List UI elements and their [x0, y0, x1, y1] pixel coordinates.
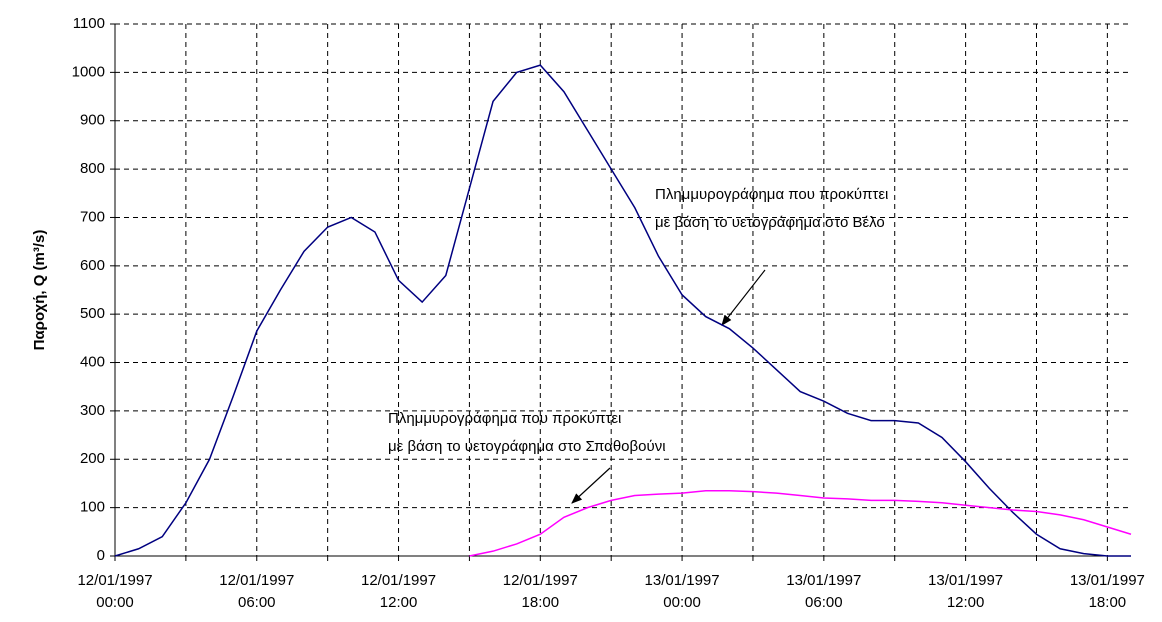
arrow — [571, 467, 611, 504]
y-tick-label: 600 — [80, 257, 105, 274]
y-tick-label: 900 — [80, 112, 105, 129]
arrow — [721, 269, 766, 326]
y-tick-label: 800 — [80, 160, 105, 177]
y-tick-label: 1100 — [73, 15, 105, 32]
annotation: Πλημμυρογράφημα που προκύπτει — [655, 186, 888, 203]
annotation: Πλημμυρογράφημα που προκύπτει — [388, 410, 621, 427]
x-tick-label: 13/01/1997 06:00 — [786, 572, 862, 611]
y-tick-label: 1000 — [72, 63, 105, 80]
x-tick-label: 13/01/1997 00:00 — [644, 572, 720, 611]
y-tick-label: 0 — [97, 547, 105, 564]
y-tick-label: 100 — [80, 499, 105, 516]
y-tick-label: 200 — [80, 450, 105, 467]
y-tick-label: 400 — [80, 354, 105, 371]
x-tick-label: 12/01/1997 12:00 — [360, 572, 437, 611]
series-line — [469, 489, 1132, 557]
x-tick-label: 13/01/1997 18:00 — [1069, 572, 1145, 611]
annotation: με βάση το υετογράφημα στο Βέλο — [655, 214, 885, 231]
annotation: με βάση το υετογράφημα στο Σπαθοβούνι — [388, 438, 666, 455]
series-line — [114, 64, 1131, 557]
x-tick-label: 13/01/1997 12:00 — [928, 572, 1004, 611]
x-tick-label: 12/01/1997 06:00 — [219, 572, 295, 611]
x-tick-label: 12/01/1997 18:00 — [502, 572, 578, 611]
y-tick-label: 300 — [80, 402, 105, 419]
y-axis-label: Παροχή, Q (m³/s) — [31, 230, 48, 351]
y-tick-label: 700 — [80, 208, 105, 225]
x-tick-label: 12/01/1997 00:00 — [77, 572, 153, 611]
y-tick-label: 500 — [80, 305, 105, 322]
